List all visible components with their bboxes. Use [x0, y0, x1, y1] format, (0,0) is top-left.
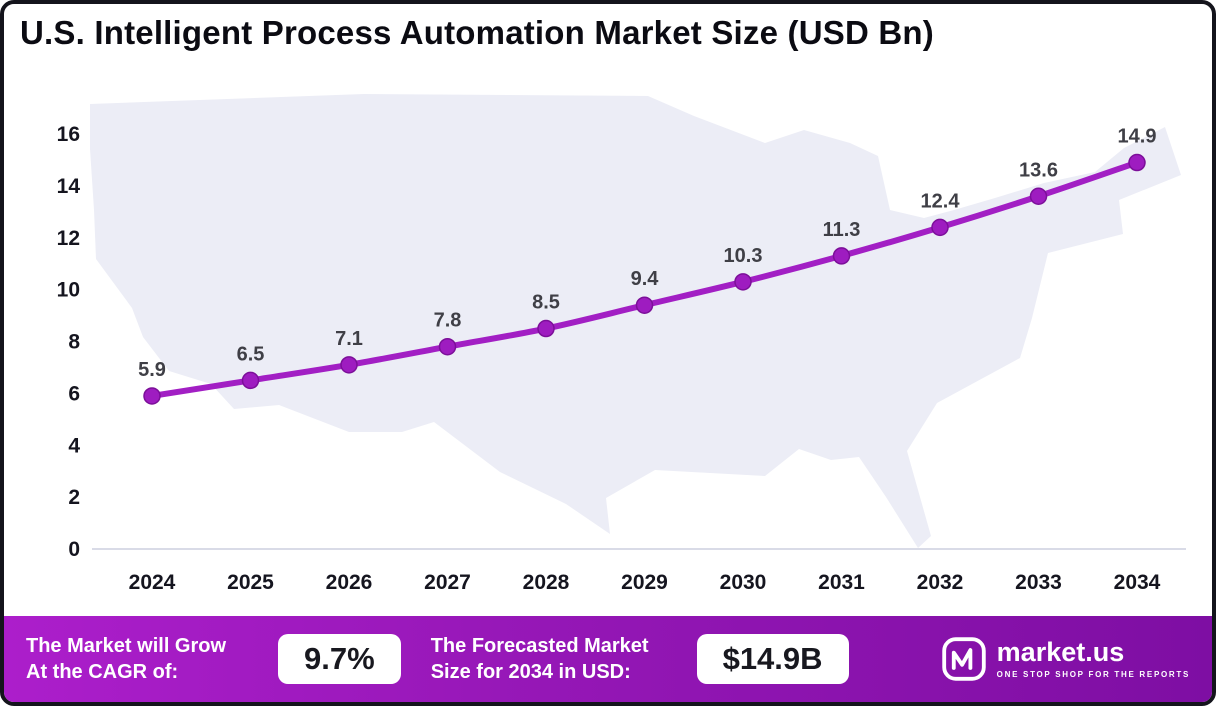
- data-point: [734, 273, 752, 291]
- data-point: [931, 218, 949, 237]
- data-point: [1029, 187, 1048, 205]
- data-label: 7.8: [434, 310, 462, 332]
- data-point: [635, 296, 654, 314]
- brand-tagline: ONE STOP SHOP FOR THE REPORTS: [996, 670, 1190, 679]
- y-axis-tick-label: 6: [68, 382, 80, 405]
- data-label: 11.3: [823, 219, 861, 241]
- data-label: 10.3: [724, 245, 763, 267]
- brand-name: market.us: [996, 637, 1125, 667]
- cagr-label-line1: The Market will Grow: [26, 635, 227, 657]
- data-point: [241, 371, 260, 390]
- y-axis-tick-label: 10: [57, 279, 80, 302]
- x-axis-tick-label: 2033: [1015, 571, 1062, 594]
- y-axis-tick-label: 8: [68, 331, 80, 354]
- forecast-label: The Forecasted Market Size for 2034 in U…: [431, 633, 649, 685]
- footer-banner: The Market will Grow At the CAGR of: 9.7…: [4, 616, 1212, 702]
- data-label: 8.5: [532, 292, 560, 314]
- x-axis-tick-label: 2030: [720, 571, 767, 594]
- x-axis-tick-label: 2026: [326, 571, 373, 594]
- cagr-label: The Market will Grow At the CAGR of:: [26, 633, 226, 685]
- forecast-label-line2: Size for 2034 in USD:: [430, 661, 631, 683]
- data-point: [1128, 153, 1146, 172]
- cagr-value-badge: 9.7%: [278, 634, 401, 684]
- cagr-label-line2: At the CAGR of:: [26, 661, 179, 683]
- y-axis-tick-label: 0: [68, 538, 80, 561]
- marketus-logo: market.us ONE STOP SHOP FOR THE REPORTS: [941, 636, 1190, 682]
- y-axis-tick-label: 12: [57, 227, 80, 250]
- x-axis-tick-label: 2027: [424, 571, 471, 594]
- y-axis-tick-label: 16: [57, 123, 80, 146]
- page-title: U.S. Intelligent Process Automation Mark…: [20, 14, 934, 51]
- forecast-label-line1: The Forecasted Market: [430, 635, 649, 657]
- y-axis-tick-label: 14: [57, 175, 81, 198]
- data-point: [143, 387, 161, 405]
- x-axis-tick-label: 2024: [129, 571, 176, 594]
- x-axis-tick-label: 2029: [621, 571, 668, 594]
- x-axis-tick-label: 2032: [917, 571, 964, 594]
- x-axis-tick-label: 2025: [227, 571, 274, 594]
- data-label: 5.9: [138, 359, 166, 381]
- data-point: [340, 356, 358, 374]
- data-point: [832, 247, 851, 265]
- y-axis-tick-label: 2: [68, 486, 80, 509]
- forecast-value-badge: $14.9B: [696, 634, 849, 684]
- data-label: 13.6: [1019, 159, 1058, 181]
- data-point: [537, 319, 555, 338]
- data-label: 12.4: [921, 190, 961, 212]
- data-point: [438, 337, 457, 356]
- x-axis-tick-label: 2034: [1114, 571, 1161, 594]
- y-axis-tick-label: 4: [68, 434, 80, 457]
- us-map-silhouette: [90, 94, 1181, 548]
- logo-text: market.us ONE STOP SHOP FOR THE REPORTS: [996, 637, 1190, 680]
- data-label: 14.9: [1118, 126, 1157, 148]
- x-axis-tick-label: 2028: [523, 571, 570, 594]
- data-label: 9.4: [631, 268, 660, 290]
- data-label: 7.1: [335, 328, 363, 350]
- x-axis-tick-label: 2031: [818, 571, 865, 594]
- market-size-line-chart: 0 2 4 6 8 10 12 14 16 2024 2025 2026 2027 2028 2029 203…: [57, 94, 1186, 594]
- marketus-logo-icon: [941, 637, 986, 681]
- data-label: 6.5: [237, 343, 265, 365]
